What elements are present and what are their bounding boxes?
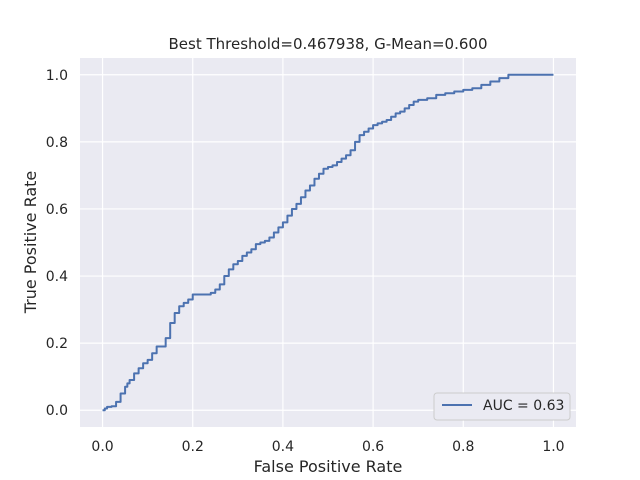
y-tick-label: 0.8 [46, 135, 68, 151]
plot-background [80, 58, 576, 427]
y-tick-label: 0.0 [46, 403, 68, 419]
y-tick-label: 1.0 [46, 68, 68, 84]
roc-curve-line [102, 73, 554, 412]
x-tick-label: 0.6 [362, 439, 384, 455]
legend-box [433, 392, 571, 421]
x-tick-label: 0.2 [182, 439, 204, 455]
x-axis-label: False Positive Rate [254, 457, 403, 476]
x-tick-label: 1.0 [542, 439, 564, 455]
series-layer [102, 73, 554, 412]
x-tick-label: 0.0 [91, 439, 113, 455]
grid-lines [80, 58, 576, 427]
chart-title: Best Threshold=0.467938, G-Mean=0.600 [169, 35, 488, 53]
y-tick-label: 0.4 [46, 269, 68, 285]
x-tick-label: 0.4 [272, 439, 294, 455]
legend-label: AUC = 0.63 [483, 398, 564, 414]
y-tick-label: 0.2 [46, 336, 68, 352]
y-tick-label: 0.6 [46, 202, 68, 218]
legend: AUC = 0.63 [433, 392, 571, 421]
y-axis-label: True Positive Rate [21, 171, 40, 315]
x-tick-label: 0.8 [452, 439, 474, 455]
tick-labels: 0.0 0.2 0.4 0.6 0.8 1.0 0.0 0.2 0.4 0.6 0.8 1.0 [46, 68, 565, 455]
